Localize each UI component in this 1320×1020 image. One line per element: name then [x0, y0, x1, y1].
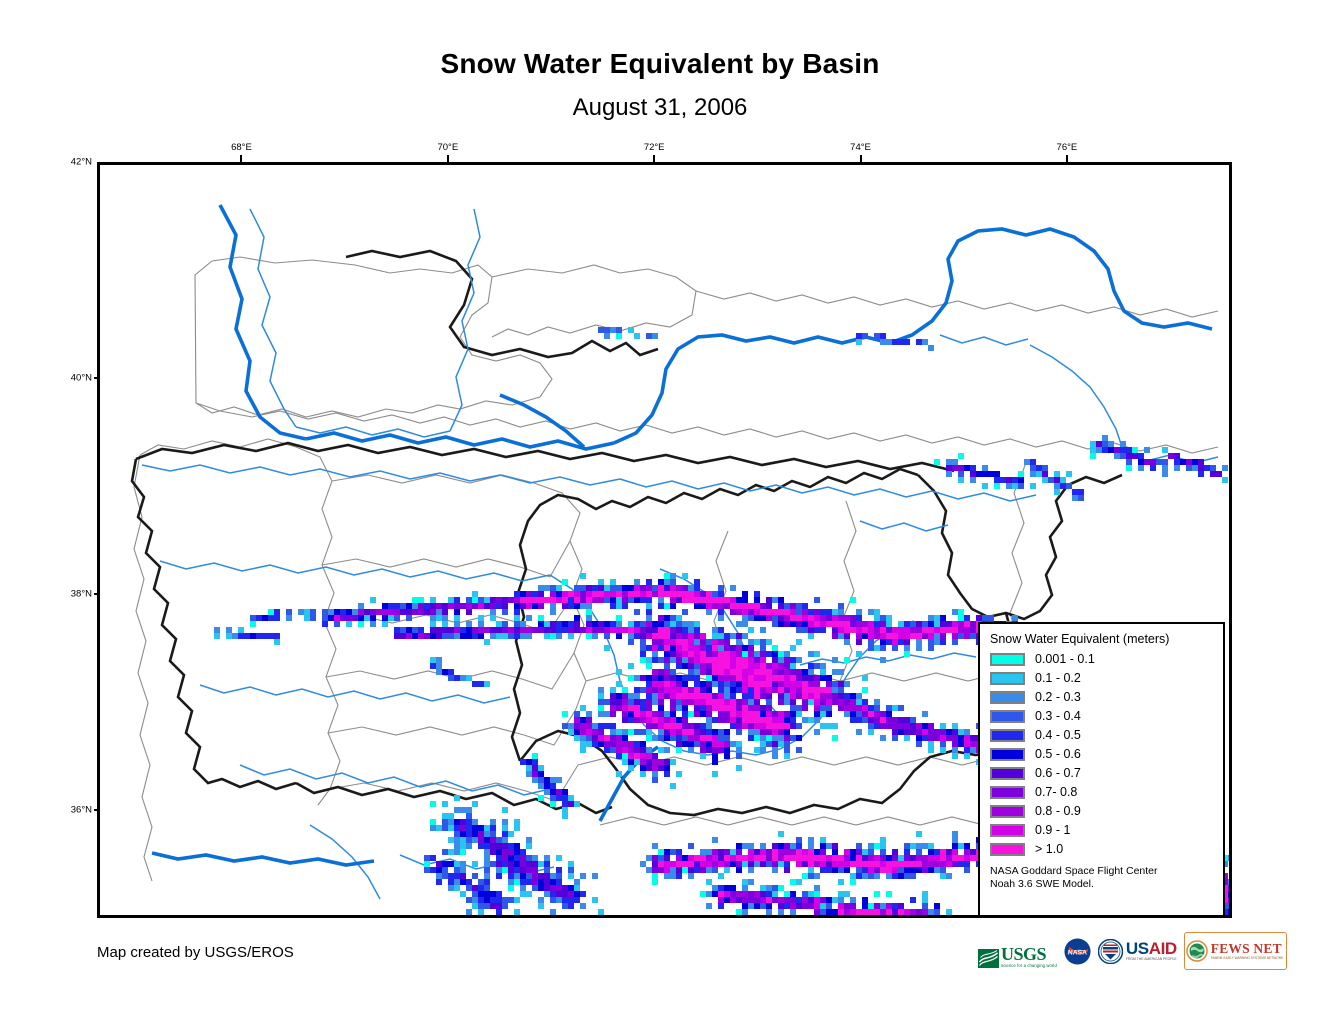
usaid-tagline: FROM THE AMERICAN PEOPLE — [1125, 957, 1177, 962]
legend-source-note: NASA Goddard Space Flight Center Noah 3.… — [990, 865, 1158, 890]
legend-label: 0.7- 0.8 — [1035, 785, 1078, 799]
nasa-meatball-icon: NASA — [1064, 937, 1091, 965]
lon-tick-label: 70°E — [437, 142, 459, 153]
usaid-seal-icon — [1097, 938, 1123, 964]
footer-credit: Map created by USGS/EROS — [97, 944, 294, 961]
usgs-logo[interactable]: USGS science for a changing world — [978, 934, 1057, 968]
legend-swatch — [990, 710, 1025, 723]
legend-label: 0.8 - 0.9 — [1035, 804, 1081, 818]
lat-tick-label: 42°N — [70, 156, 92, 168]
legend-row: 0.8 - 0.9 — [990, 802, 1223, 821]
fewsnet-globe-icon — [1186, 940, 1208, 962]
usaid-wordmark: USAID — [1126, 940, 1177, 957]
legend-label: 0.6 - 0.7 — [1035, 766, 1081, 780]
legend-label: 0.9 - 1 — [1035, 823, 1071, 837]
lon-tick-label: 74°E — [850, 142, 871, 153]
legend-label: 0.4 - 0.5 — [1035, 728, 1081, 742]
legend-row: 0.3 - 0.4 — [990, 707, 1223, 726]
usaid-word-secondary: AID — [1148, 939, 1177, 959]
legend-label: > 1.0 — [1035, 842, 1064, 856]
legend-swatch — [990, 786, 1025, 799]
lon-tick-mark — [653, 155, 656, 165]
legend-label: 0.1 - 0.2 — [1035, 671, 1081, 685]
map-legend: Snow Water Equivalent (meters) 0.001 - 0… — [978, 622, 1225, 917]
legend-row: 0.4 - 0.5 — [990, 726, 1223, 745]
legend-row: 0.7- 0.8 — [990, 783, 1223, 802]
legend-label: 0.5 - 0.6 — [1035, 747, 1081, 761]
usgs-tagline: science for a changing world — [1001, 962, 1057, 968]
legend-swatch — [990, 748, 1025, 761]
legend-row: 0.9 - 1 — [990, 821, 1223, 840]
lon-tick-label: 68°E — [231, 142, 252, 153]
legend-row: > 1.0 — [990, 840, 1223, 859]
swe-raster-cells — [214, 327, 1229, 915]
legend-row: 0.1 - 0.2 — [990, 669, 1223, 688]
usaid-word-primary: US — [1125, 939, 1149, 959]
legend-class-list: 0.001 - 0.1 0.1 - 0.2 0.2 - 0.3 0.3 - 0.4 0.… — [990, 650, 1223, 859]
lon-tick-mark — [1065, 155, 1068, 165]
lat-tick-label: 40°N — [70, 372, 92, 384]
legend-row: 0.5 - 0.6 — [990, 745, 1223, 764]
legend-swatch — [990, 729, 1025, 742]
fewsnet-wordmark: FEWS NET — [1210, 941, 1282, 957]
lon-tick-mark — [240, 155, 243, 165]
page-title: Snow Water Equivalent by Basin — [440, 48, 880, 79]
legend-swatch — [990, 824, 1025, 837]
svg-text:NASA: NASA — [1068, 949, 1087, 956]
legend-row: 0.2 - 0.3 — [990, 688, 1223, 707]
nasa-logo[interactable]: NASA — [1064, 934, 1091, 968]
legend-swatch — [990, 653, 1025, 666]
lon-tick-mark — [446, 155, 449, 165]
lon-tick-label: 76°E — [1056, 142, 1078, 153]
legend-row: 0.001 - 0.1 — [990, 650, 1223, 669]
usgs-wave-icon — [978, 949, 999, 968]
legend-label: 0.3 - 0.4 — [1035, 709, 1081, 723]
legend-swatch — [990, 672, 1025, 685]
fewsnet-tagline: FAMINE EARLY WARNING SYSTEMS NETWORK — [1210, 955, 1284, 960]
lat-tick-label: 38°N — [70, 588, 92, 600]
legend-swatch — [990, 805, 1025, 818]
legend-row: 0.6 - 0.7 — [990, 764, 1223, 783]
lat-tick-label: 36°N — [70, 804, 92, 816]
agency-logo-bar: USGS science for a changing world NASA — [978, 932, 1288, 970]
page-subtitle: August 31, 2006 — [572, 94, 748, 121]
legend-swatch — [990, 691, 1025, 704]
legend-swatch — [990, 843, 1025, 856]
legend-swatch — [990, 767, 1025, 780]
usgs-wordmark: USGS — [1001, 943, 1047, 964]
rivers-major — [151, 204, 1213, 867]
legend-label: 0.001 - 0.1 — [1035, 652, 1095, 666]
lon-tick-mark — [859, 155, 862, 165]
fewsnet-logo[interactable]: FEWS NET FAMINE EARLY WARNING SYSTEMS NE… — [1183, 932, 1288, 970]
usaid-logo[interactable]: USAID FROM THE AMERICAN PEOPLE — [1097, 934, 1177, 968]
lon-tick-label: 72°E — [643, 142, 665, 153]
legend-title: Snow Water Equivalent (meters) — [990, 632, 1170, 646]
legend-label: 0.2 - 0.3 — [1035, 690, 1081, 704]
